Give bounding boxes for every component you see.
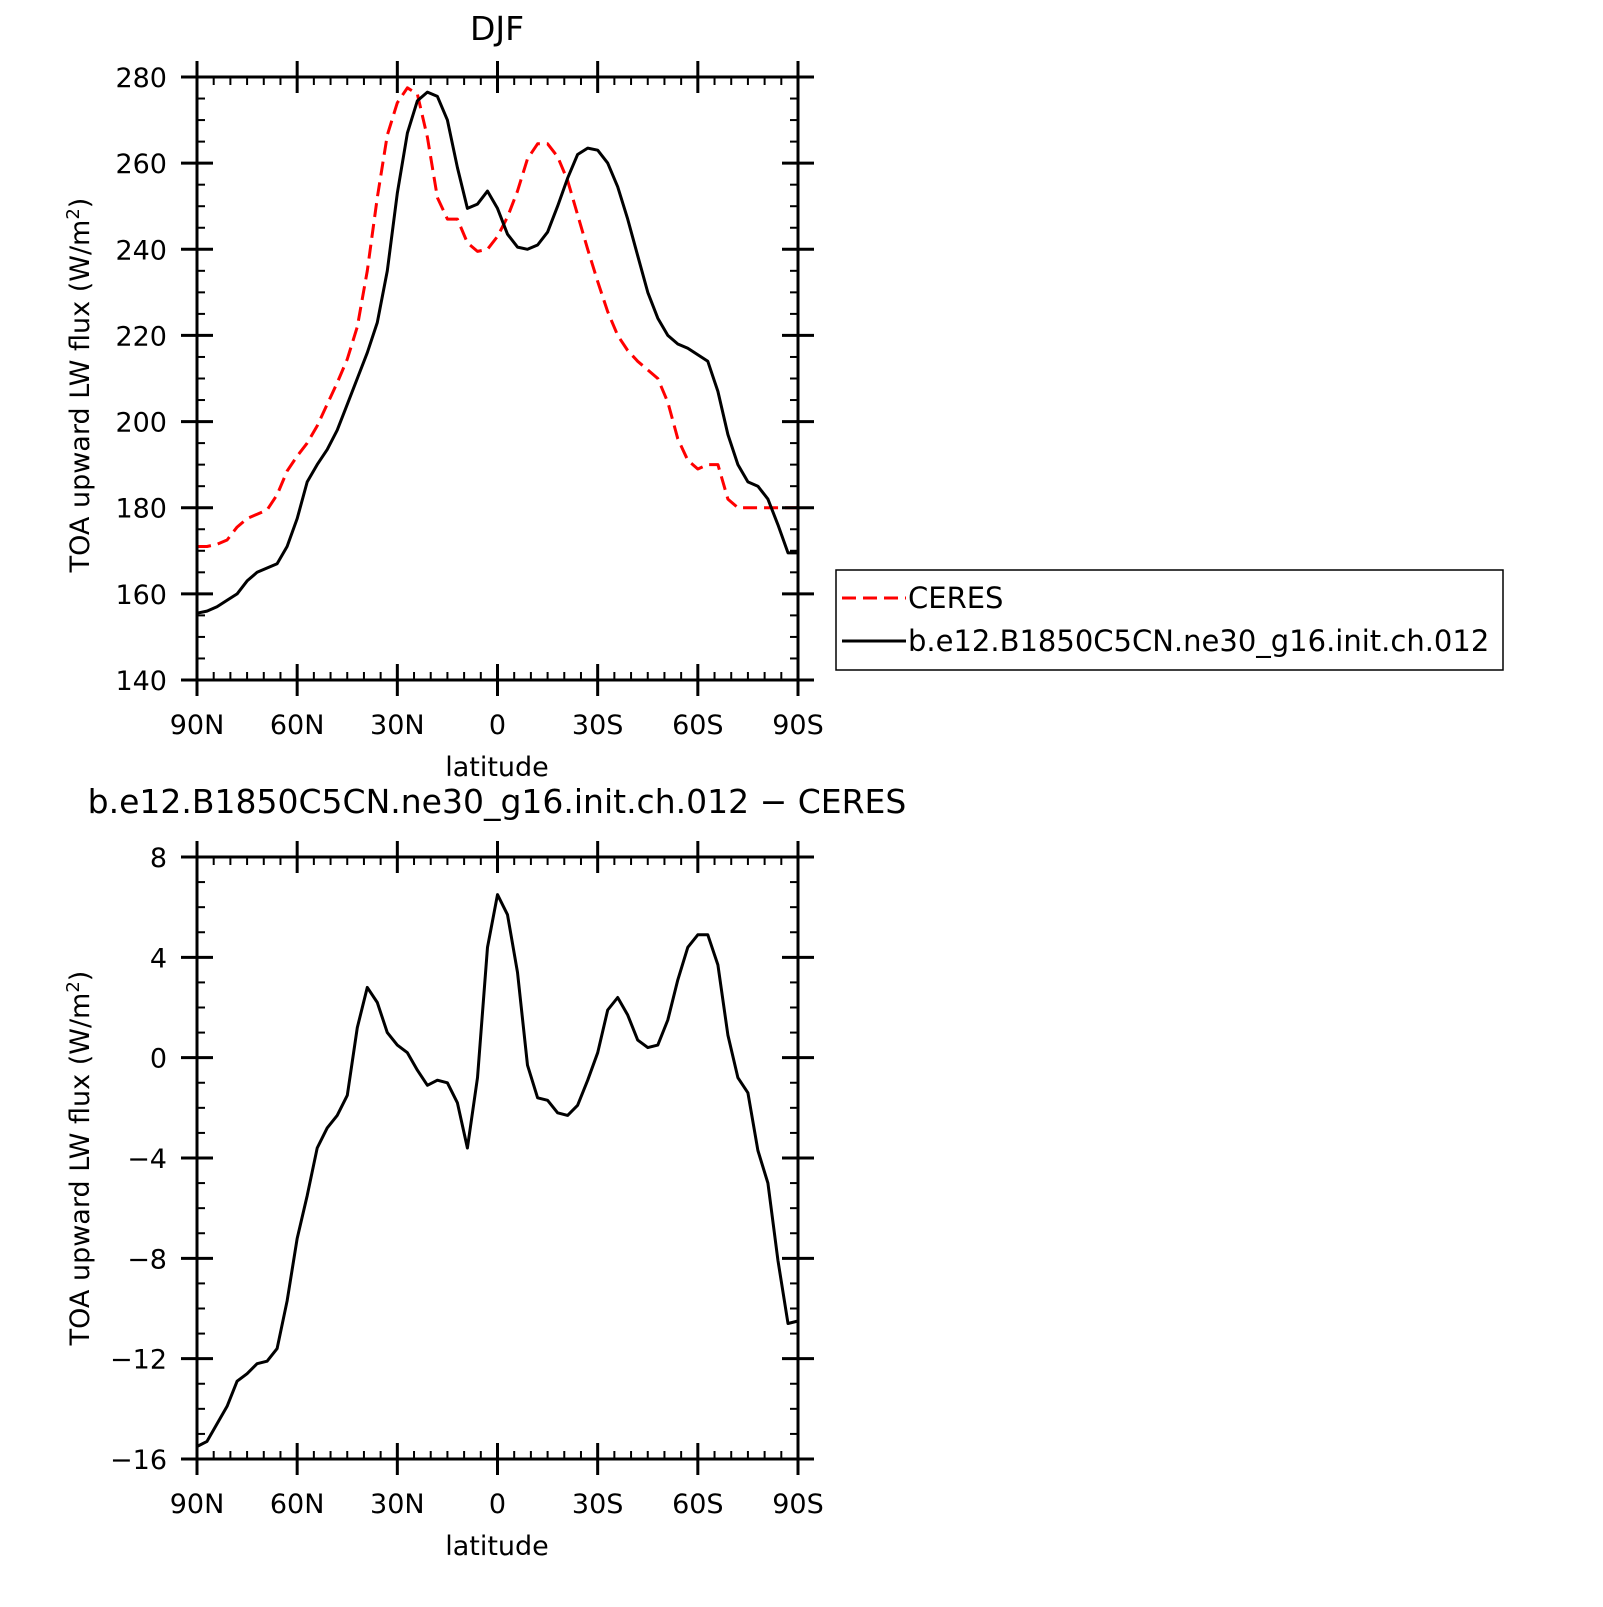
y-tick-label: 140 — [115, 666, 167, 697]
x-tick-label: 0 — [489, 1489, 506, 1520]
y-tick-label: 260 — [115, 149, 167, 180]
y-tick-label: 280 — [115, 63, 167, 94]
y-axis-title: TOA upward LW flux (W/m2) — [63, 971, 96, 1347]
legend-label-model: b.e12.B1850C5CN.ne30_g16.init.ch.012 — [908, 624, 1489, 658]
y-tick-label: −4 — [127, 1144, 167, 1175]
x-tick-label: 60N — [270, 1489, 325, 1520]
panel-title-djf: DJF — [470, 9, 524, 48]
plot-frame — [195, 75, 800, 682]
y-tick-label: 180 — [115, 494, 167, 525]
x-axis-title: latitude — [445, 1531, 549, 1562]
legend-label-ceres: CERES — [908, 581, 1003, 615]
y-tick-label: 0 — [150, 1044, 167, 1075]
x-tick-label: 0 — [489, 710, 506, 741]
x-tick-label: 30N — [370, 710, 425, 741]
y-tick-label: −16 — [110, 1445, 167, 1476]
y-tick-label: −12 — [110, 1345, 167, 1376]
y-axis-title: TOA upward LW flux (W/m2) — [63, 198, 96, 574]
series-line-b-e12-b1850c5cn-ne30-g16-init-ch-012 — [196, 90, 798, 615]
y-tick-label: 220 — [115, 321, 167, 352]
x-axis-title: latitude — [445, 752, 549, 783]
legend-box — [835, 569, 1504, 671]
panel-difference: b.e12.B1850C5CN.ne30_g16.init.ch.012 − C… — [63, 782, 906, 1562]
x-tick-label: 90N — [170, 1489, 225, 1520]
panel-title-difference: b.e12.B1850C5CN.ne30_g16.init.ch.012 − C… — [88, 782, 907, 821]
x-tick-label: 60S — [672, 710, 724, 741]
x-tick-label: 30N — [370, 1489, 425, 1520]
series-line-difference — [196, 893, 799, 1448]
legend: CERES b.e12.B1850C5CN.ne30_g16.init.ch.0… — [835, 569, 1504, 671]
x-tick-label: 90N — [170, 710, 225, 741]
x-tick-label: 90S — [772, 710, 824, 741]
y-tick-label: 4 — [150, 943, 167, 974]
x-tick-label: 60S — [672, 1489, 724, 1520]
series-line-ceres — [197, 86, 798, 548]
y-tick-label: 200 — [115, 408, 167, 439]
x-tick-label: 60N — [270, 710, 325, 741]
plot-frame — [195, 855, 800, 1461]
y-tick-label: −8 — [127, 1244, 167, 1275]
y-tick-label: 240 — [115, 235, 167, 266]
panel-djf: DJF 90N 60N 30N 0 30S 60S 90S 140 160 180 200 220 24… — [63, 9, 824, 783]
x-tick-label: 30S — [572, 710, 624, 741]
y-tick-label: 160 — [115, 580, 167, 611]
y-tick-label: 8 — [150, 843, 167, 874]
x-tick-label: 90S — [772, 1489, 824, 1520]
x-tick-label: 30S — [572, 1489, 624, 1520]
